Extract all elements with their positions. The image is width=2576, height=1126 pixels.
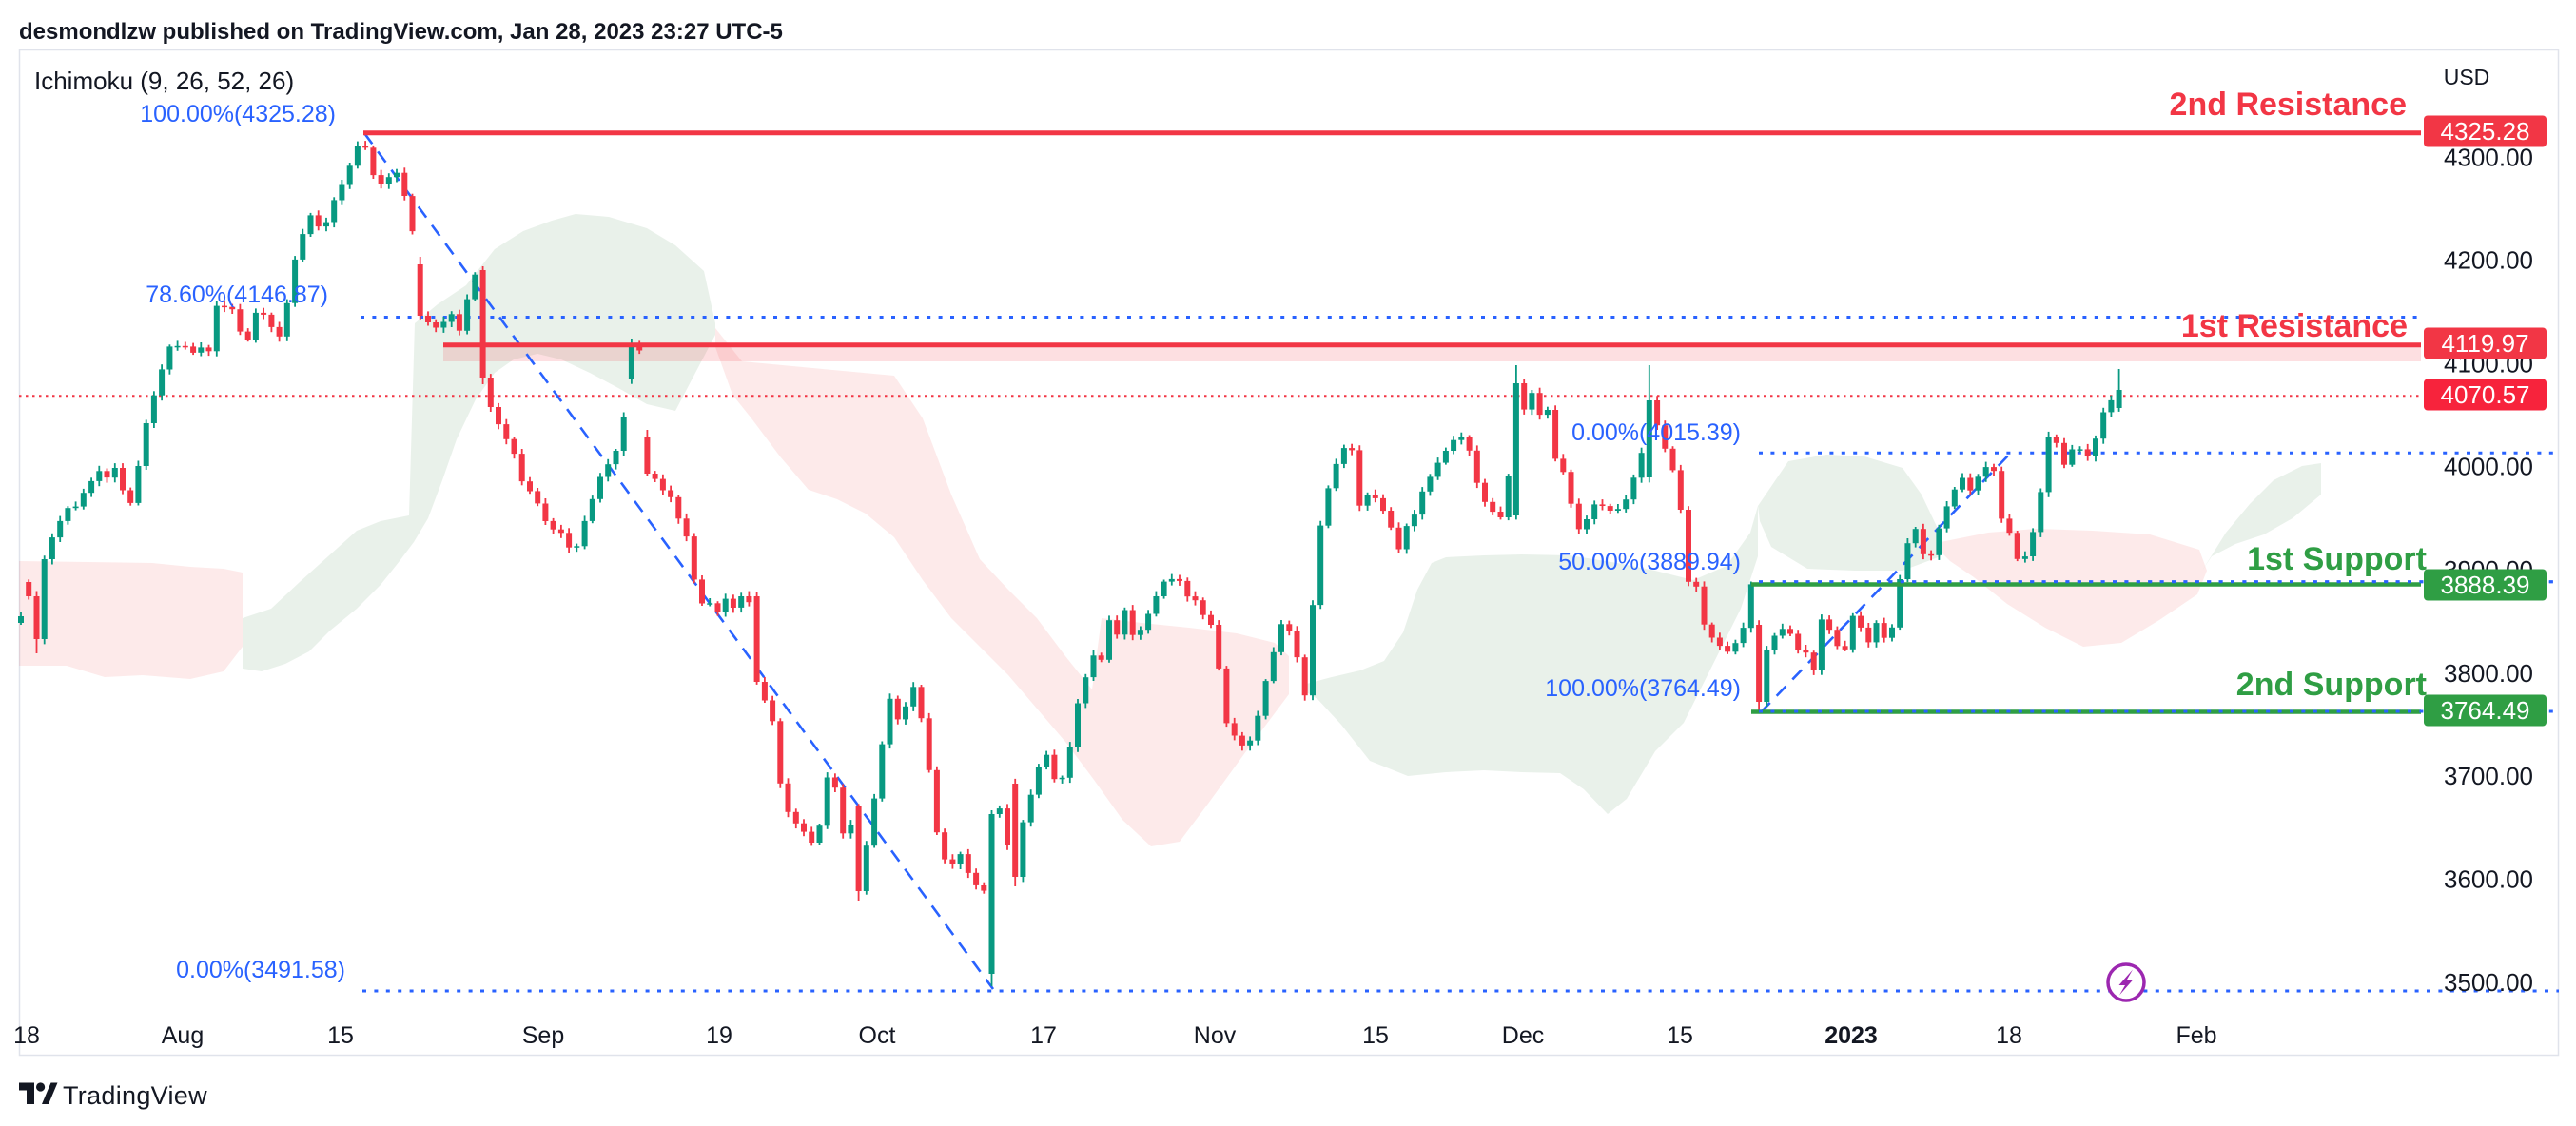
svg-text:17: 17: [1030, 1022, 1057, 1049]
svg-text:TradingView: TradingView: [63, 1081, 207, 1110]
svg-text:1st Support: 1st Support: [2247, 541, 2427, 577]
svg-text:USD: USD: [2444, 65, 2490, 89]
svg-text:100.00%(3764.49): 100.00%(3764.49): [1545, 675, 1741, 702]
svg-text:18: 18: [13, 1022, 40, 1049]
svg-text:4300.00: 4300.00: [2444, 144, 2533, 172]
svg-text:3764.49: 3764.49: [2441, 696, 2530, 725]
svg-text:Sep: Sep: [522, 1022, 564, 1049]
svg-text:0.00%(4015.39): 0.00%(4015.39): [1571, 419, 1741, 446]
svg-text:0.00%(3491.58): 0.00%(3491.58): [176, 957, 345, 983]
svg-text:Ichimoku (9, 26, 52, 26): Ichimoku (9, 26, 52, 26): [34, 67, 294, 95]
svg-text:2023: 2023: [1825, 1022, 1878, 1049]
svg-text:15: 15: [1667, 1022, 1693, 1049]
svg-text:3800.00: 3800.00: [2444, 659, 2533, 688]
svg-text:4000.00: 4000.00: [2444, 453, 2533, 481]
svg-text:1st Resistance: 1st Resistance: [2181, 308, 2408, 344]
svg-text:desmondlzw published on Tradin: desmondlzw published on TradingView.com,…: [19, 19, 783, 45]
svg-text:4070.57: 4070.57: [2441, 380, 2530, 409]
svg-text:3500.00: 3500.00: [2444, 968, 2533, 997]
svg-text:15: 15: [1362, 1022, 1389, 1049]
svg-text:Dec: Dec: [1502, 1022, 1544, 1049]
svg-text:15: 15: [327, 1022, 354, 1049]
svg-text:Nov: Nov: [1194, 1022, 1237, 1049]
svg-text:19: 19: [706, 1022, 732, 1049]
svg-text:2nd Resistance: 2nd Resistance: [2170, 87, 2407, 123]
svg-text:3700.00: 3700.00: [2444, 762, 2533, 790]
svg-text:4200.00: 4200.00: [2444, 246, 2533, 275]
svg-text:Aug: Aug: [162, 1022, 204, 1049]
svg-text:4119.97: 4119.97: [2441, 329, 2528, 358]
svg-text:2nd Support: 2nd Support: [2236, 667, 2427, 703]
svg-text:50.00%(3889.94): 50.00%(3889.94): [1558, 549, 1741, 575]
svg-text:100.00%(4325.28): 100.00%(4325.28): [140, 101, 336, 127]
svg-text:3888.39: 3888.39: [2441, 571, 2530, 599]
svg-text:3600.00: 3600.00: [2444, 865, 2533, 894]
svg-text:78.60%(4146.87): 78.60%(4146.87): [146, 282, 328, 308]
svg-text:18: 18: [1996, 1022, 2022, 1049]
svg-text:4325.28: 4325.28: [2441, 117, 2530, 146]
svg-text:Feb: Feb: [2176, 1022, 2216, 1049]
svg-text:Oct: Oct: [859, 1022, 896, 1049]
